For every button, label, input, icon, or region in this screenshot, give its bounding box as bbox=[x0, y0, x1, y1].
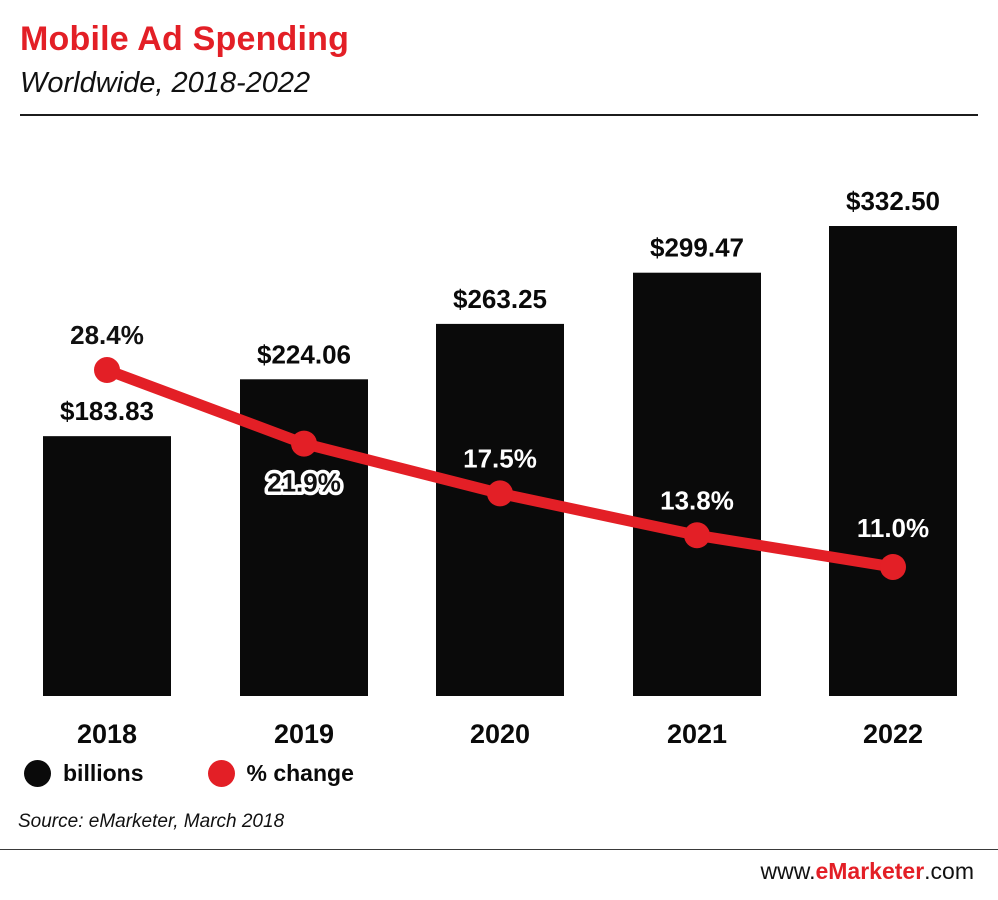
pct-label: 13.8% bbox=[660, 485, 734, 515]
bar-value-label: $332.50 bbox=[846, 186, 940, 216]
x-axis-label: 2019 bbox=[274, 719, 334, 749]
chart-svg: $183.83 2018 $224.06 2019 $263.25 2020 $299.47… bbox=[43, 186, 957, 749]
x-axis-label: 2022 bbox=[863, 719, 923, 749]
footer-com: .com bbox=[924, 858, 974, 884]
bar-2018 bbox=[43, 436, 171, 696]
line-point-2022 bbox=[880, 553, 906, 580]
line-point-2018 bbox=[94, 357, 120, 384]
chart-header: Mobile Ad Spending Worldwide, 2018-2022 bbox=[0, 0, 998, 116]
line-point-2020 bbox=[487, 480, 513, 507]
line-point-2019 bbox=[291, 430, 317, 457]
page-title: Mobile Ad Spending bbox=[20, 20, 350, 58]
legend-label-billions: billions bbox=[63, 760, 144, 786]
bar-value-label: $183.83 bbox=[60, 396, 154, 426]
legend-item-billions: billions bbox=[24, 760, 144, 787]
bar-2022 bbox=[829, 226, 957, 696]
footer-brand: eMarketer bbox=[815, 858, 925, 884]
bar-2020 bbox=[436, 323, 564, 696]
footer: www.eMarketer.com bbox=[0, 850, 998, 885]
pct-label: 21.9% bbox=[267, 468, 341, 498]
bar-value-label: $263.25 bbox=[453, 284, 547, 314]
billions-swatch-icon bbox=[24, 760, 51, 787]
bar-2021 bbox=[633, 272, 761, 696]
source-note: Source: eMarketer, March 2018 bbox=[18, 811, 285, 832]
chart-legend: billions % change bbox=[0, 754, 998, 787]
bar-value-label: $299.47 bbox=[650, 233, 744, 263]
pct-label: 11.0% bbox=[857, 513, 929, 543]
legend-label-pct-change: % change bbox=[246, 760, 354, 786]
bar-value-label: $224.06 bbox=[257, 339, 351, 369]
footer-divider bbox=[0, 849, 998, 850]
line-point-2021 bbox=[684, 522, 710, 549]
x-axis-label: 2018 bbox=[77, 719, 137, 749]
page-subtitle: Worldwide, 2018-2022 bbox=[20, 67, 311, 99]
footer-www: www. bbox=[760, 858, 816, 884]
pct-label: 17.5% bbox=[463, 443, 537, 473]
x-axis-label: 2020 bbox=[470, 719, 530, 749]
pct-change-swatch-icon bbox=[207, 760, 235, 787]
pct-label: 28.4% bbox=[70, 320, 144, 350]
header-divider bbox=[20, 114, 978, 116]
x-axis-label: 2021 bbox=[667, 719, 727, 749]
legend-item-pct-change: % change bbox=[207, 760, 354, 787]
